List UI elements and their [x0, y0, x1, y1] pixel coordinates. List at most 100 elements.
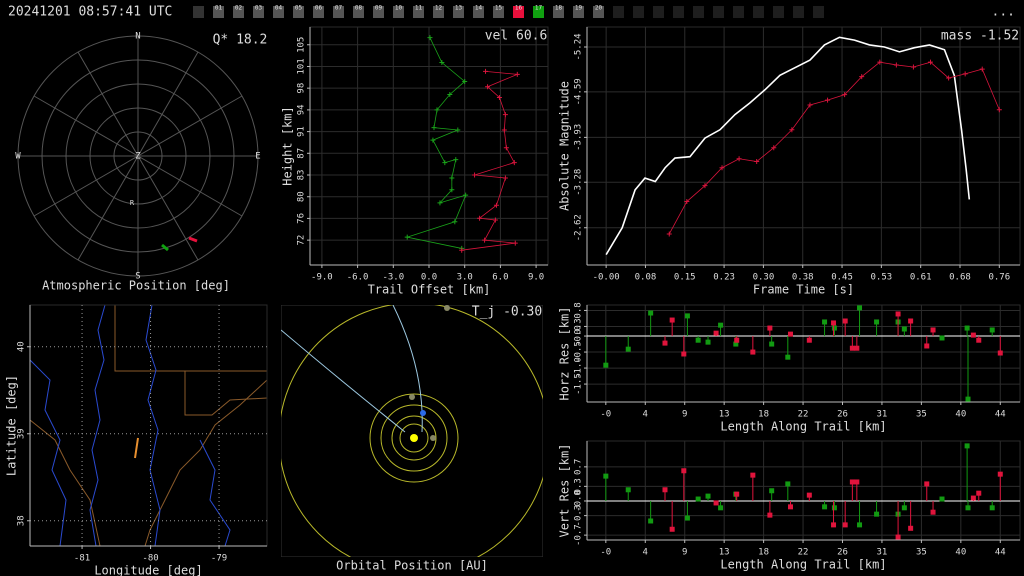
point-marker — [449, 187, 455, 193]
y-tick-label: 80 — [297, 191, 307, 202]
frame-box[interactable] — [233, 6, 244, 18]
y-axis-label: Vert Res [km] — [558, 444, 572, 538]
point-marker — [449, 175, 455, 181]
frame-box[interactable] — [453, 6, 464, 18]
residual-point — [964, 443, 970, 449]
residual-point — [713, 330, 719, 336]
residual-point — [684, 313, 690, 319]
frame-box — [653, 6, 664, 18]
menu-button[interactable]: ... — [992, 5, 1015, 20]
residual-point — [857, 522, 863, 528]
residual-point — [769, 488, 775, 494]
frame-label: 17 — [535, 5, 543, 12]
plot-area — [29, 304, 268, 547]
point-marker — [511, 160, 517, 166]
frame-label: 05 — [295, 5, 303, 12]
radiant-label: R — [130, 199, 135, 207]
frame-box[interactable] — [213, 6, 224, 18]
x-tick-label: -9.0 — [311, 273, 333, 283]
y-tick-label: -3.93 — [574, 124, 584, 151]
frame-box[interactable] — [473, 6, 484, 18]
x-tick-label: 0.08 — [635, 273, 657, 283]
residual-point — [874, 511, 880, 517]
y-tick-label: -5.24 — [574, 33, 584, 60]
residual-point — [788, 504, 794, 510]
y-tick-label: -1.0 — [574, 357, 584, 379]
frame-box[interactable] — [393, 6, 404, 18]
y-tick-label: 91 — [297, 126, 307, 137]
frame-box[interactable] — [553, 6, 564, 18]
frame-label: 13 — [455, 5, 463, 12]
x-tick-label: 35 — [916, 548, 927, 558]
frame-box[interactable] — [573, 6, 584, 18]
residual-point — [822, 319, 828, 325]
frame-box[interactable] — [333, 6, 344, 18]
point-marker — [754, 159, 760, 165]
y-tick-label: -0.3 — [574, 505, 584, 527]
residual-point — [901, 326, 907, 332]
residual-point — [718, 505, 724, 511]
frame-label: 14 — [475, 5, 483, 12]
x-tick-label: -79 — [211, 554, 227, 564]
point-marker — [492, 217, 498, 223]
residual-point — [669, 526, 675, 532]
frame-label: 12 — [435, 5, 443, 12]
point-marker — [893, 62, 899, 68]
residual-point — [750, 472, 756, 478]
timestamp: 20241201 08:57:41 UTC — [8, 5, 172, 20]
series-line — [668, 61, 1000, 235]
residual-point — [705, 339, 711, 345]
point-marker — [719, 165, 725, 171]
x-tick-label: 0.38 — [792, 273, 814, 283]
frame-box — [673, 6, 684, 18]
x-tick-label: 0.0 — [421, 273, 437, 283]
residual-point — [695, 337, 701, 343]
frame-box[interactable] — [593, 6, 604, 18]
frame-label: 03 — [255, 5, 263, 12]
point-marker — [442, 160, 448, 166]
x-tick-label: 9.0 — [528, 273, 544, 283]
frame-box[interactable] — [373, 6, 384, 18]
frame-box — [633, 6, 644, 18]
point-marker — [502, 112, 508, 118]
frame-label: 02 — [235, 5, 243, 12]
frame-box — [693, 6, 704, 18]
track-red — [188, 236, 198, 243]
point-marker — [962, 71, 968, 77]
point-marker — [501, 127, 507, 133]
residual-point — [681, 468, 687, 474]
residual-point — [603, 362, 609, 368]
residual-point — [625, 487, 631, 493]
residual-point — [648, 310, 654, 316]
point-marker — [736, 156, 742, 162]
residual-point — [831, 325, 837, 331]
x-tick-label: -0.00 — [593, 273, 620, 283]
frame-box[interactable] — [273, 6, 284, 18]
residual-point — [625, 346, 631, 352]
y-tick-label: -2.62 — [574, 214, 584, 241]
residual-point — [662, 487, 668, 493]
frame-box[interactable] — [313, 6, 324, 18]
y-tick-label: 0.8 — [574, 302, 584, 318]
residual-point — [705, 493, 711, 499]
frame-box[interactable] — [493, 6, 504, 18]
point-marker — [459, 247, 465, 253]
x-tick-label: -6.0 — [347, 273, 369, 283]
x-tick-label: 0.15 — [674, 273, 696, 283]
frame-box[interactable] — [353, 6, 364, 18]
frame-box[interactable] — [433, 6, 444, 18]
x-tick-label: 44 — [995, 548, 1006, 558]
frame-box[interactable] — [253, 6, 264, 18]
frame-box[interactable] — [533, 6, 544, 18]
frame-box — [813, 6, 824, 18]
x-tick-label: 9 — [682, 410, 687, 420]
y-tick-label: -0.7 — [574, 524, 584, 546]
frame-box[interactable] — [413, 6, 424, 18]
x-tick-label: 4 — [643, 410, 648, 420]
residual-point — [997, 350, 1003, 356]
frame-label: 15 — [495, 5, 503, 12]
frame-box[interactable] — [293, 6, 304, 18]
series-line — [461, 71, 518, 251]
frame-label: 06 — [315, 5, 323, 12]
frame-box[interactable] — [513, 6, 524, 18]
